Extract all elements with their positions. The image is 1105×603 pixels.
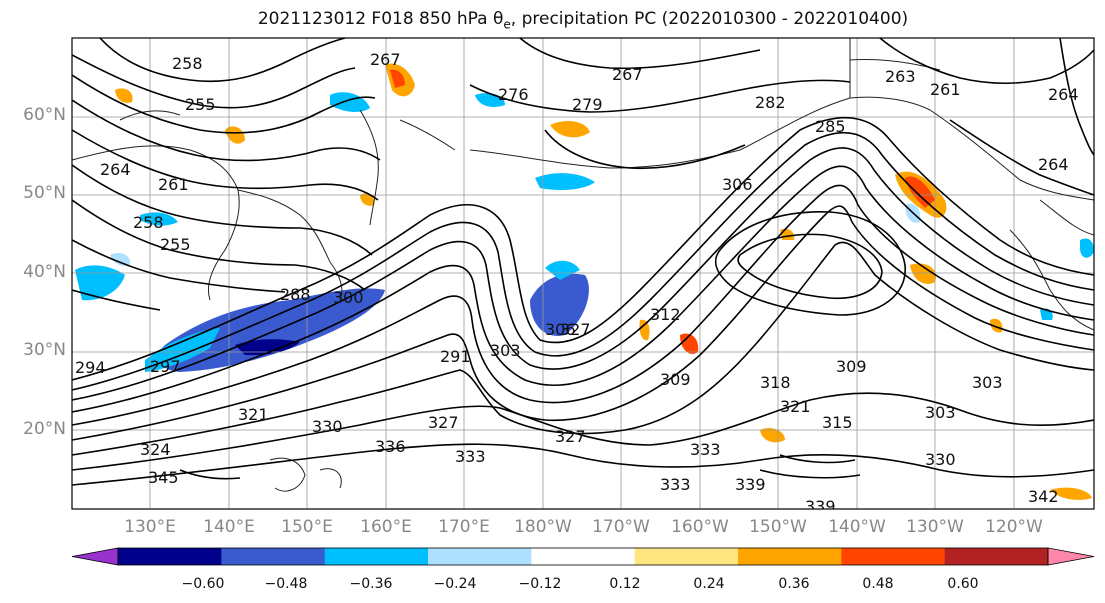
map-area: 258 267 267 255 276 279 261 264 285 282 … [72, 38, 1094, 516]
contour-label: 327 [428, 413, 459, 432]
contour-label: 324 [140, 440, 171, 459]
contour-label: 345 [148, 468, 179, 487]
contour-label: 255 [185, 95, 216, 114]
contour-label: 255 [160, 235, 191, 254]
colorbar-extend-high [1047, 547, 1095, 566]
lon-label: 150°E [281, 517, 333, 537]
contour-label: 321 [780, 397, 811, 416]
contour-label: 263 [885, 67, 916, 86]
colorbar-segment [531, 548, 636, 565]
contour-label: 327 [555, 427, 586, 446]
lon-label: 170°E [438, 517, 490, 537]
colorbar-tick: −0.12 [518, 576, 562, 592]
contour-label: 309 [836, 357, 867, 376]
colorbar-tick: −0.36 [349, 576, 393, 592]
contour-labels: 258 267 267 255 276 279 261 264 285 282 … [75, 50, 1079, 516]
contour-label: 261 [158, 175, 189, 194]
contour-label: 258 [172, 54, 203, 73]
contour-label: 306 [545, 320, 576, 339]
colorbar-tick: −0.24 [433, 576, 477, 592]
colorbar-segment [634, 548, 739, 565]
contour-label: 333 [455, 447, 486, 466]
colorbar-tick: 0.12 [609, 576, 641, 592]
precip-positive-shading [115, 63, 1092, 500]
contour-label: 303 [925, 403, 956, 422]
map-frame [71, 37, 1095, 510]
colorbar-segment [118, 548, 222, 565]
contour-label: 264 [1038, 155, 1069, 174]
lon-label: 150°W [749, 517, 807, 537]
lat-label: 60°N [23, 105, 66, 125]
colorbar-tick: −0.48 [264, 576, 308, 592]
lon-label: 130°E [124, 517, 176, 537]
lat-label: 30°N [23, 340, 66, 360]
contour-label: 264 [1048, 85, 1079, 104]
lon-label: 130°W [906, 517, 964, 537]
lat-label: 20°N [23, 419, 66, 439]
contour-label: 303 [490, 341, 521, 360]
contour-label: 279 [572, 95, 603, 114]
colorbar-tick: 0.36 [778, 576, 810, 592]
contour-label: 336 [375, 437, 406, 456]
map-title: 2021123012 F018 850 hPa θe, precipitatio… [257, 9, 909, 32]
lon-label: 160°E [360, 517, 412, 537]
lon-label: 140°W [828, 517, 886, 537]
contour-label: 333 [690, 440, 721, 459]
contour-label: 330 [925, 450, 956, 469]
colorbar-tick: 0.48 [862, 576, 894, 592]
contour-label: 303 [972, 373, 1003, 392]
lon-label: 160°W [671, 517, 729, 537]
contour-label: 312 [650, 305, 681, 324]
contour-label: 267 [612, 65, 643, 84]
colorbar-frame [117, 547, 1049, 566]
theta-e-contours [72, 38, 1094, 486]
contour-label: 291 [440, 347, 471, 366]
contour-label: 315 [822, 413, 853, 432]
contour-label: 288 [280, 285, 311, 304]
colorbar-extend-low [71, 547, 119, 566]
contour-label: 261 [930, 80, 961, 99]
contour-label: 297 [150, 357, 181, 376]
contour-label: 309 [660, 370, 691, 389]
contour-label: 285 [815, 117, 846, 136]
contour-label: 339 [805, 497, 836, 516]
lat-label: 50°N [23, 183, 66, 203]
colorbar-tick: −0.60 [181, 576, 225, 592]
contour-label: 276 [498, 85, 529, 104]
contour-label: 330 [312, 417, 343, 436]
lat-label: 40°N [23, 262, 66, 282]
contour-label: 327 [560, 320, 591, 339]
contour-label: 318 [760, 373, 791, 392]
colorbar-segment [428, 548, 532, 565]
colorbar-segment [738, 548, 842, 565]
contour-label: 333 [660, 475, 691, 494]
colorbar-segment [944, 548, 1049, 565]
contour-label: 294 [75, 358, 106, 377]
lon-label: 140°E [203, 517, 255, 537]
colorbar-tick: 0.24 [693, 576, 725, 592]
colorbar-segment [221, 548, 326, 565]
colorbar [71, 547, 1095, 566]
lon-label: 180°W [514, 517, 572, 537]
colorbar-tick: 0.60 [947, 576, 979, 592]
coastlines [72, 38, 1094, 492]
contour-label: 306 [722, 175, 753, 194]
contour-label: 342 [1028, 487, 1059, 506]
contour-label: 321 [238, 405, 269, 424]
lon-label: 170°W [592, 517, 650, 537]
contour-label: 282 [755, 93, 786, 112]
lon-label: 120°W [985, 517, 1043, 537]
contour-label: 258 [133, 213, 164, 232]
contour-label: 267 [370, 50, 401, 69]
contour-label: 300 [333, 288, 364, 307]
colorbar-segment [841, 548, 946, 565]
contour-label: 339 [735, 475, 766, 494]
colorbar-segment [324, 548, 429, 565]
contour-label: 264 [100, 160, 131, 179]
